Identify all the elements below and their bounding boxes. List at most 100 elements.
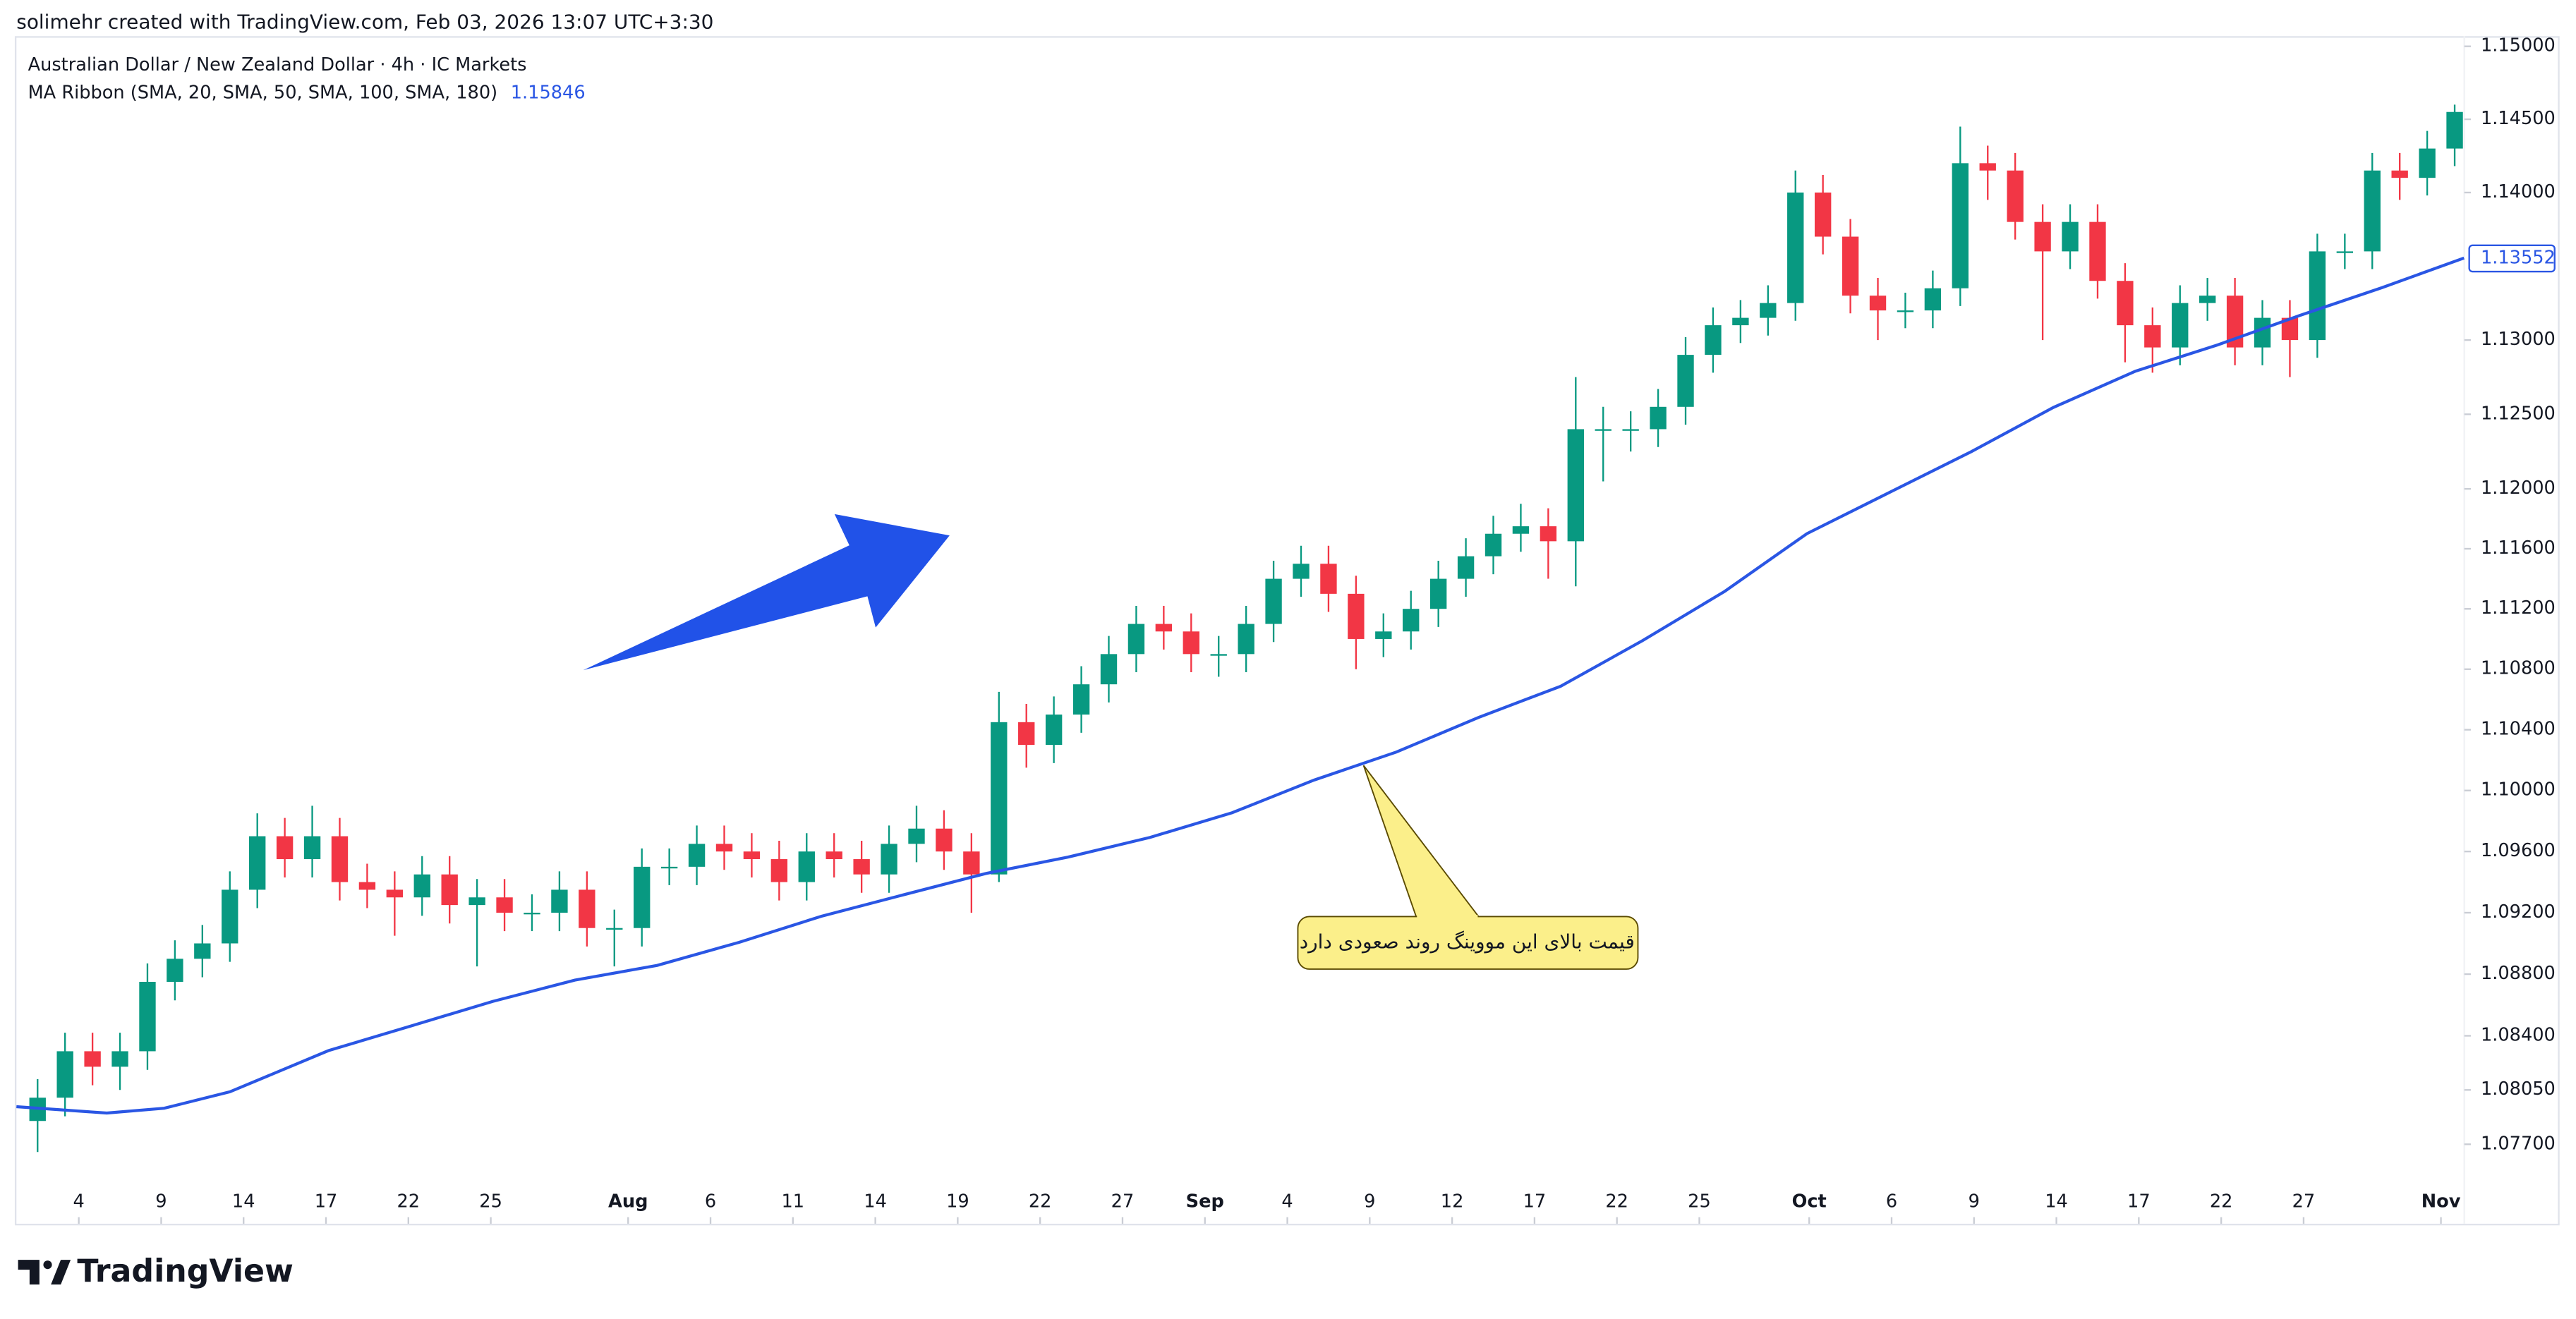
candle-body (1045, 715, 1063, 746)
y-tick-label: 1.13000 (2481, 329, 2556, 350)
candle-body (2089, 221, 2106, 281)
logo-slash (51, 1260, 71, 1285)
candle-body (2226, 296, 2244, 348)
x-tick-label: Nov (2421, 1191, 2461, 1212)
x-tick-label: 6 (705, 1191, 716, 1212)
x-tick-label: 22 (1605, 1191, 1628, 1212)
price-tag (2468, 244, 2556, 273)
candle-body (1842, 236, 1859, 296)
candle-body (2391, 170, 2408, 178)
logo-dot (43, 1260, 52, 1270)
x-tick-label: Oct (1792, 1191, 1827, 1212)
x-tick-label: 22 (1029, 1191, 1052, 1212)
brand-logo: TradingView (18, 1253, 294, 1289)
candle-body (660, 866, 678, 869)
x-tick-label: 9 (155, 1191, 167, 1212)
candle-body (2144, 325, 2161, 348)
arrow-drawing (583, 513, 950, 671)
callout-join (1417, 915, 1478, 919)
candle-body (715, 844, 733, 852)
candle-body (111, 1051, 128, 1067)
callout-text: قیمت بالای این مووینگ روند صعودی دارد (1300, 930, 1635, 954)
candle-body (2172, 303, 2189, 348)
indicator-value: 1.15846 (511, 83, 586, 104)
candle-body (1814, 192, 1832, 237)
candle-body (991, 722, 1008, 875)
candle-body (1897, 310, 1914, 312)
candle-body (1127, 624, 1145, 655)
candle-body (634, 866, 651, 928)
brand-name: TradingView (77, 1253, 293, 1289)
y-tick-label: 1.11200 (2481, 597, 2556, 619)
candle-body (1072, 684, 1090, 715)
candle-body (1595, 429, 1611, 431)
candle-body (1183, 631, 1199, 655)
y-tick-label: 1.09200 (2481, 901, 2556, 923)
x-tick-label: 11 (782, 1191, 805, 1212)
candle-body (1348, 593, 1365, 639)
logo-mark (18, 1260, 40, 1285)
moving-average-line (16, 256, 2465, 1115)
candle-body (1293, 564, 1310, 579)
candle-body (2199, 296, 2216, 303)
candle-body (1869, 296, 1887, 311)
candle-body (1979, 163, 1996, 171)
x-tick-label: 9 (1364, 1191, 1375, 1212)
candle-body (1787, 192, 1804, 303)
y-tick-label: 1.08050 (2481, 1078, 2556, 1100)
chart-frame (14, 36, 2560, 1226)
x-tick-label: 4 (1281, 1191, 1293, 1212)
axes: 1.15000 1.14500 1.14000 1.13000 1.12500 1.120… (73, 35, 2556, 1224)
x-tick-label: 9 (1969, 1191, 1980, 1212)
candle-body (908, 828, 925, 844)
x-tick-label: 19 (946, 1191, 969, 1212)
candle-body (84, 1051, 101, 1067)
x-tick-label: Aug (608, 1191, 648, 1212)
x-tick-label: 12 (1441, 1191, 1464, 1212)
candle-body (1100, 654, 1118, 685)
x-tick-label: 4 (73, 1191, 85, 1212)
candle-body (1403, 609, 1420, 632)
x-tick-label: 17 (315, 1191, 338, 1212)
candle-body (303, 836, 321, 860)
credit: solimehr created with TradingView.com, F… (16, 11, 713, 34)
x-tick-label: 22 (397, 1191, 421, 1212)
candle-body (579, 889, 595, 928)
y-tick-label: 1.12000 (2481, 478, 2556, 499)
candle-body (2254, 317, 2271, 348)
y-tick-label: 1.07700 (2481, 1133, 2556, 1154)
candle-body (551, 889, 568, 913)
candle-body (2062, 221, 2079, 252)
candle-body (468, 897, 485, 906)
candle-body (770, 859, 788, 882)
y-tick-label: 1.14000 (2481, 181, 2556, 202)
candle-body (194, 943, 211, 959)
candle-body (1540, 526, 1557, 542)
candle-body (881, 844, 897, 875)
x-tick-label: 27 (2292, 1191, 2316, 1212)
candle-body (1238, 624, 1254, 655)
candle-body (826, 851, 842, 860)
y-tick-label: 1.15000 (2481, 35, 2556, 56)
x-tick-label: 17 (2127, 1191, 2151, 1212)
candle-body (2034, 221, 2051, 252)
y-tick-label: 1.12500 (2481, 403, 2556, 424)
y-tick-label: 1.09600 (2481, 840, 2556, 861)
candle-body (2117, 281, 2134, 326)
candle-body (524, 912, 540, 915)
x-tick-label: Sep (1186, 1191, 1224, 1212)
candle-body (1952, 163, 1969, 288)
candle-body (413, 874, 430, 898)
y-tick-label: 1.11600 (2481, 537, 2556, 559)
candle-body (1512, 526, 1530, 534)
y-tick-label: 1.10400 (2481, 719, 2556, 740)
candle-body (1677, 355, 1694, 407)
candle-body (358, 882, 376, 890)
candle-body (222, 889, 238, 944)
candle-body (1484, 533, 1502, 557)
y-tick-label: 1.10000 (2481, 779, 2556, 801)
candle-body (276, 836, 294, 860)
candle-body (1457, 556, 1475, 579)
